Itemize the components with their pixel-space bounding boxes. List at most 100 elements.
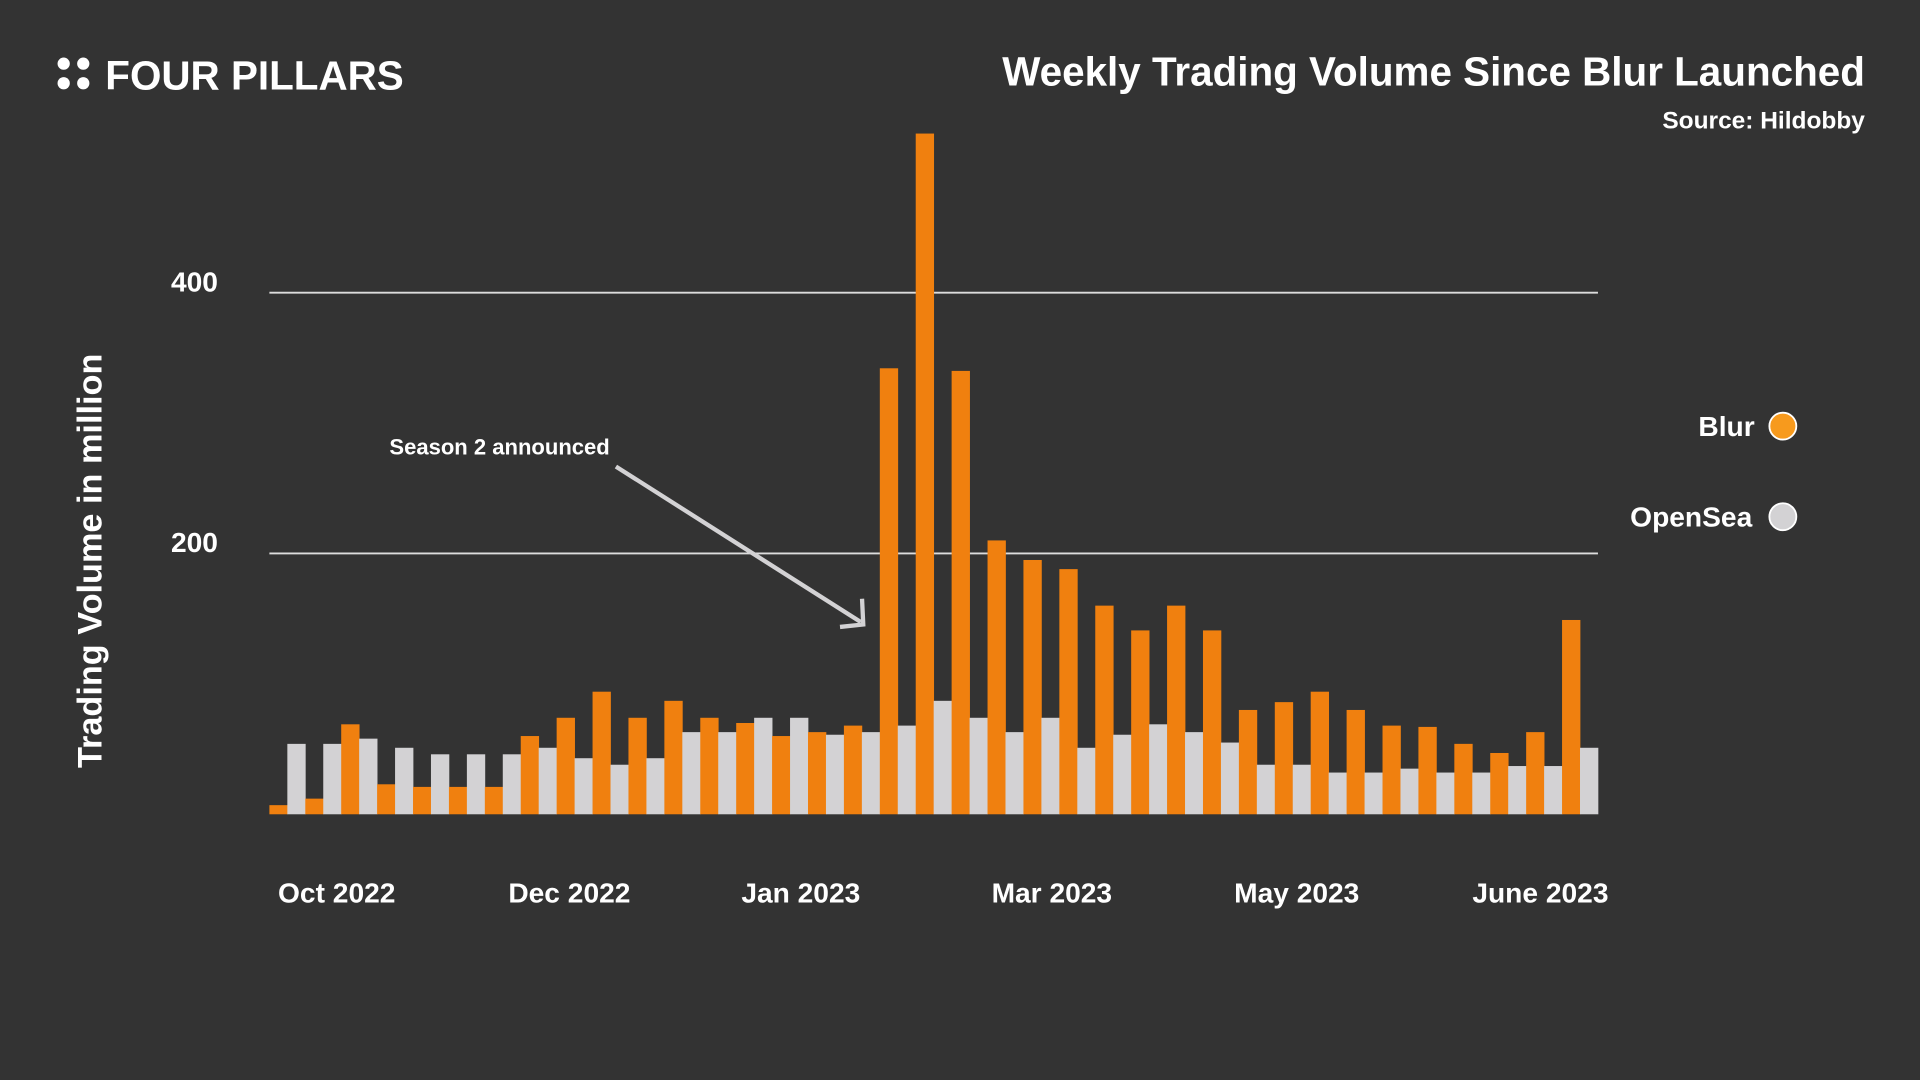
annotation-arrowhead xyxy=(839,598,866,630)
bar-opensea-week-1 xyxy=(287,743,306,815)
bar-opensea-week-6 xyxy=(466,754,486,815)
bar-blur-week-18 xyxy=(879,368,899,815)
chart-title: Weekly Trading Volume Since Blur Launche… xyxy=(1002,49,1865,95)
bar-opensea-week-35 xyxy=(1508,766,1527,815)
y-tick-label: 400 xyxy=(171,266,218,297)
bar-blur-week-7 xyxy=(484,786,504,815)
bar-opensea-week-14 xyxy=(754,717,773,815)
annotation: Season 2 announced xyxy=(389,434,866,630)
logo-dot xyxy=(57,57,70,70)
bar-blur-week-25 xyxy=(1131,630,1150,815)
bar-opensea-week-21 xyxy=(1005,732,1024,815)
bar-blur-week-36 xyxy=(1526,732,1545,815)
bar-opensea-week-18 xyxy=(897,725,917,815)
y-axis-label: Trading Volume in million xyxy=(72,354,110,768)
bar-blur-week-20 xyxy=(951,370,970,815)
bar-blur-week-33 xyxy=(1418,726,1437,815)
bar-opensea-week-12 xyxy=(682,732,701,815)
bar-blur-week-9 xyxy=(556,717,575,815)
bar-opensea-week-15 xyxy=(790,717,809,815)
bar-opensea-week-22 xyxy=(1041,717,1060,815)
x-tick-label: Jan 2023 xyxy=(741,877,860,908)
bar-blur-week-10 xyxy=(592,691,611,815)
bar-opensea-week-23 xyxy=(1077,747,1096,815)
x-tick-label: Mar 2023 xyxy=(992,877,1113,908)
chart-subtitle: Source: Hildobby xyxy=(1662,108,1865,135)
bar-blur-week-5 xyxy=(413,786,432,815)
legend-swatch-blur xyxy=(1768,411,1798,441)
bar-blur-week-15 xyxy=(772,736,791,815)
bar-opensea-week-29 xyxy=(1292,764,1312,815)
bar-opensea-week-31 xyxy=(1364,772,1383,815)
bar-opensea-week-33 xyxy=(1436,772,1455,815)
bar-blur-week-17 xyxy=(843,725,863,815)
bar-blur-week-32 xyxy=(1382,725,1401,815)
x-tick-label: Oct 2022 xyxy=(278,877,395,908)
bar-blur-week-12 xyxy=(664,700,683,815)
logo-dot xyxy=(77,77,90,90)
bar-opensea-week-19 xyxy=(933,700,952,815)
legend-swatch-opensea xyxy=(1768,502,1798,532)
bar-blur-week-31 xyxy=(1346,709,1365,815)
bar-blur-week-28 xyxy=(1238,709,1258,815)
bar-opensea-week-34 xyxy=(1472,772,1491,815)
bar-blur-week-27 xyxy=(1202,630,1222,815)
bar-blur-week-30 xyxy=(1310,691,1330,815)
bar-opensea-week-10 xyxy=(610,764,629,815)
x-tick-label: May 2023 xyxy=(1234,877,1359,908)
legend-label-opensea: OpenSea xyxy=(1630,502,1752,533)
x-tick-label: June 2023 xyxy=(1472,877,1608,908)
bar-opensea-week-25 xyxy=(1149,724,1168,815)
bar-opensea-week-27 xyxy=(1220,742,1240,815)
bar-opensea-week-3 xyxy=(359,738,378,815)
brand-logo: FOUR PILLARS xyxy=(57,52,404,98)
bar-blur-week-16 xyxy=(807,732,827,815)
bar-opensea-week-24 xyxy=(1113,734,1132,815)
bar-blur-week-23 xyxy=(1059,569,1078,815)
logo-dot xyxy=(57,77,70,90)
bar-blur-week-29 xyxy=(1274,702,1294,815)
legend-label-blur: Blur xyxy=(1698,411,1754,442)
x-tick-label: Dec 2022 xyxy=(508,877,630,908)
bar-blur-week-2 xyxy=(305,798,324,815)
bar-opensea-week-37 xyxy=(1580,747,1599,815)
bar-opensea-week-36 xyxy=(1544,766,1563,815)
bar-blur-week-34 xyxy=(1454,743,1473,815)
brand-name: FOUR PILLARS xyxy=(105,52,403,98)
bar-blur-week-35 xyxy=(1490,752,1509,815)
bar-opensea-week-2 xyxy=(323,743,342,815)
y-tick-label: 200 xyxy=(171,527,218,558)
bar-blur-week-11 xyxy=(628,717,647,815)
bar-blur-week-6 xyxy=(448,786,468,815)
bar-opensea-week-26 xyxy=(1185,732,1204,815)
annotation-text: Season 2 announced xyxy=(389,434,609,459)
bar-blur-week-14 xyxy=(736,723,755,815)
bar-opensea-week-8 xyxy=(538,747,558,815)
bar-blur-week-21 xyxy=(987,540,1006,815)
bar-blur-week-3 xyxy=(341,724,360,815)
bar-opensea-week-9 xyxy=(574,758,593,815)
bar-blur-week-24 xyxy=(1095,605,1114,815)
bar-opensea-week-7 xyxy=(502,754,522,815)
bar-blur-week-13 xyxy=(700,717,719,815)
bar-opensea-week-17 xyxy=(861,732,881,815)
bar-opensea-week-5 xyxy=(430,754,450,815)
bar-opensea-week-20 xyxy=(969,717,988,815)
bar-blur-week-37 xyxy=(1562,619,1581,815)
bar-blur-week-19 xyxy=(915,133,935,815)
annotation-arrow xyxy=(614,464,862,624)
bar-opensea-week-13 xyxy=(718,732,737,815)
bar-blur-week-8 xyxy=(520,736,540,815)
bar-opensea-week-16 xyxy=(825,734,845,815)
bar-opensea-week-4 xyxy=(395,747,414,815)
bar-blur-week-1 xyxy=(269,805,288,815)
bar-blur-week-22 xyxy=(1023,559,1042,815)
bar-blur-week-4 xyxy=(377,784,396,815)
bar-opensea-week-11 xyxy=(646,758,665,815)
bar-blur-week-26 xyxy=(1167,605,1186,815)
bar-opensea-week-30 xyxy=(1328,772,1347,815)
bar-opensea-week-32 xyxy=(1400,768,1419,815)
legend: Blur OpenSea xyxy=(1630,411,1798,533)
logo-dot xyxy=(77,57,90,70)
